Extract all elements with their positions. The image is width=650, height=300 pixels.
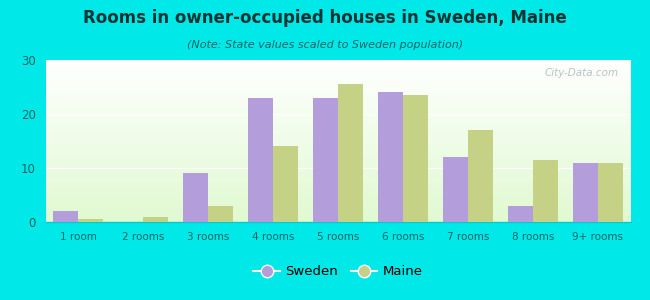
Text: City-Data.com: City-Data.com	[545, 68, 619, 78]
Bar	[533, 160, 558, 222]
Bar	[378, 92, 403, 222]
Legend: Sweden, Maine: Sweden, Maine	[248, 260, 428, 284]
Bar	[53, 211, 78, 222]
Text: Rooms in owner-occupied houses in Sweden, Maine: Rooms in owner-occupied houses in Sweden…	[83, 9, 567, 27]
Bar	[183, 173, 208, 222]
Bar	[313, 98, 338, 222]
Bar	[443, 157, 468, 222]
Text: (Note: State values scaled to Sweden population): (Note: State values scaled to Sweden pop…	[187, 40, 463, 50]
Bar	[273, 146, 298, 222]
Bar	[338, 84, 363, 222]
Bar	[403, 95, 428, 222]
Bar	[248, 98, 273, 222]
Bar	[598, 163, 623, 222]
Bar	[573, 163, 598, 222]
Bar	[508, 206, 533, 222]
Bar	[143, 217, 168, 222]
Bar	[468, 130, 493, 222]
Bar	[78, 219, 103, 222]
Bar	[208, 206, 233, 222]
